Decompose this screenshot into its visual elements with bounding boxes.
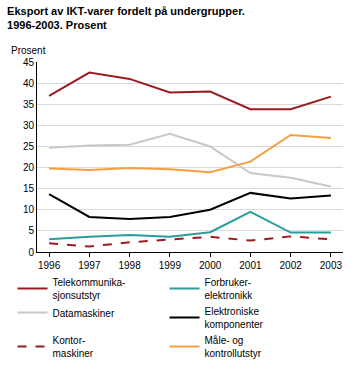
svg-text:2003: 2003 xyxy=(320,260,343,271)
svg-text:1996: 1996 xyxy=(38,260,61,271)
svg-text:Elektroniskekomponenter: Elektroniskekomponenter xyxy=(205,306,264,330)
svg-text:20: 20 xyxy=(23,162,35,173)
svg-text:Eksport av IKT-varer fordelt p: Eksport av IKT-varer fordelt på undergru… xyxy=(7,5,245,31)
svg-text:Kontor-maskiner: Kontor-maskiner xyxy=(53,335,94,359)
svg-text:45: 45 xyxy=(23,57,35,68)
svg-text:Datamaskiner: Datamaskiner xyxy=(53,308,115,319)
svg-text:25: 25 xyxy=(23,141,35,152)
svg-text:2002: 2002 xyxy=(279,260,302,271)
svg-text:1999: 1999 xyxy=(158,260,181,271)
svg-text:15: 15 xyxy=(23,183,35,194)
svg-text:30: 30 xyxy=(23,120,35,131)
svg-text:0: 0 xyxy=(28,247,34,258)
svg-text:1997: 1997 xyxy=(78,260,101,271)
svg-text:5: 5 xyxy=(28,225,34,236)
svg-text:1998: 1998 xyxy=(118,260,141,271)
svg-text:Måle- ogkontrollutstyr: Måle- ogkontrollutstyr xyxy=(205,335,262,359)
svg-text:40: 40 xyxy=(23,78,35,89)
svg-text:Forbruker-elektronikk: Forbruker-elektronikk xyxy=(205,277,254,301)
svg-text:35: 35 xyxy=(23,99,35,110)
svg-text:2001: 2001 xyxy=(239,260,262,271)
svg-text:10: 10 xyxy=(23,204,35,215)
svg-text:Telekommunika-sjonsutstyr: Telekommunika-sjonsutstyr xyxy=(53,277,126,301)
svg-text:Prosent: Prosent xyxy=(11,45,46,56)
svg-text:2000: 2000 xyxy=(199,260,222,271)
